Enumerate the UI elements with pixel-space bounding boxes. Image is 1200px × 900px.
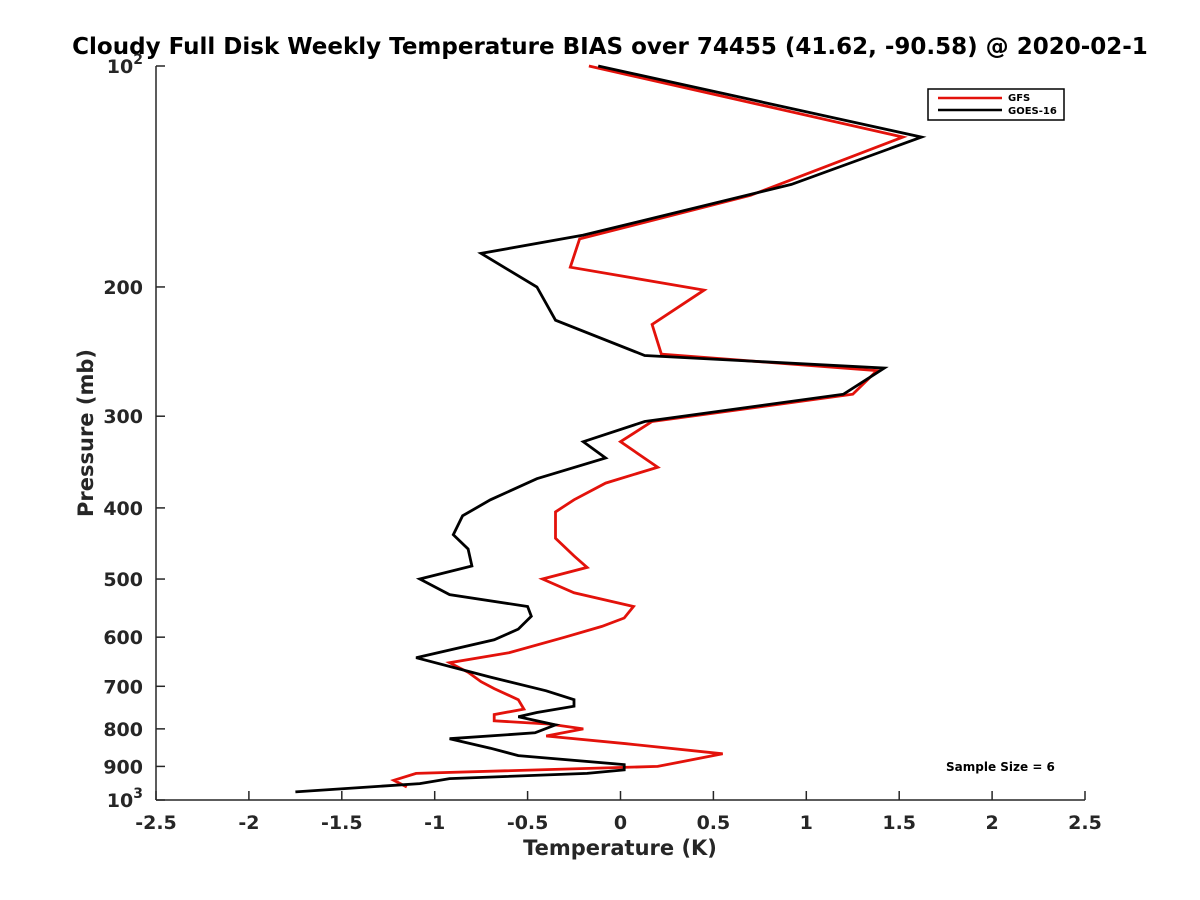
- y-axis-label: Pressure (mb): [74, 349, 98, 517]
- y-tick-label: 900: [103, 756, 143, 778]
- legend-box: [927, 88, 1065, 121]
- y-tick-label: 400: [103, 498, 143, 520]
- series-line-goes16: [295, 64, 927, 794]
- x-tick-label: -2: [238, 812, 259, 834]
- x-tick-label: 0.5: [697, 812, 731, 834]
- y-tick-base: 10: [107, 790, 133, 812]
- x-tick-label: 0: [614, 812, 627, 834]
- plot-axes: [155, 66, 1085, 801]
- x-tick-label: -0.5: [507, 812, 549, 834]
- x-tick-label: -1.5: [321, 812, 363, 834]
- x-tick-label: 2.5: [1068, 812, 1102, 834]
- x-tick-label: 1: [800, 812, 813, 834]
- legend-label-gfs: GFS: [1008, 93, 1030, 104]
- x-axis-label: Temperature (K): [523, 836, 717, 860]
- x-axis-ticks: -2.5 -2 -1.5 -1 -0.5 0 0.5 1 1.5 2 2.5: [135, 791, 1102, 834]
- y-tick-label: 500: [103, 569, 143, 591]
- y-tick-label: 600: [103, 627, 143, 649]
- y-tick-base: 10: [107, 56, 133, 78]
- y-tick-label: 700: [103, 676, 143, 698]
- sample-size-annotation: Sample Size = 6: [946, 760, 1055, 774]
- y-tick-label: 102: [107, 52, 143, 78]
- y-tick-label: 200: [103, 277, 143, 299]
- legend-label-goes16: GOES-16: [1008, 106, 1057, 117]
- x-tick-label: -1: [424, 812, 445, 834]
- x-tick-label: -2.5: [135, 812, 177, 834]
- series-layer: [295, 64, 927, 794]
- y-tick-label: 103: [107, 786, 143, 812]
- legend: GFS GOES-16: [927, 88, 1065, 121]
- y-tick-label: 300: [103, 406, 143, 428]
- y-tick-label: 800: [103, 719, 143, 741]
- x-tick-label: 2: [985, 812, 998, 834]
- y-tick-exponent: 3: [133, 786, 143, 802]
- y-tick-exponent: 2: [133, 52, 143, 68]
- series-line-gfs: [390, 64, 908, 789]
- x-tick-label: 1.5: [882, 812, 916, 834]
- chart-title: Cloudy Full Disk Weekly Temperature BIAS…: [72, 34, 1148, 60]
